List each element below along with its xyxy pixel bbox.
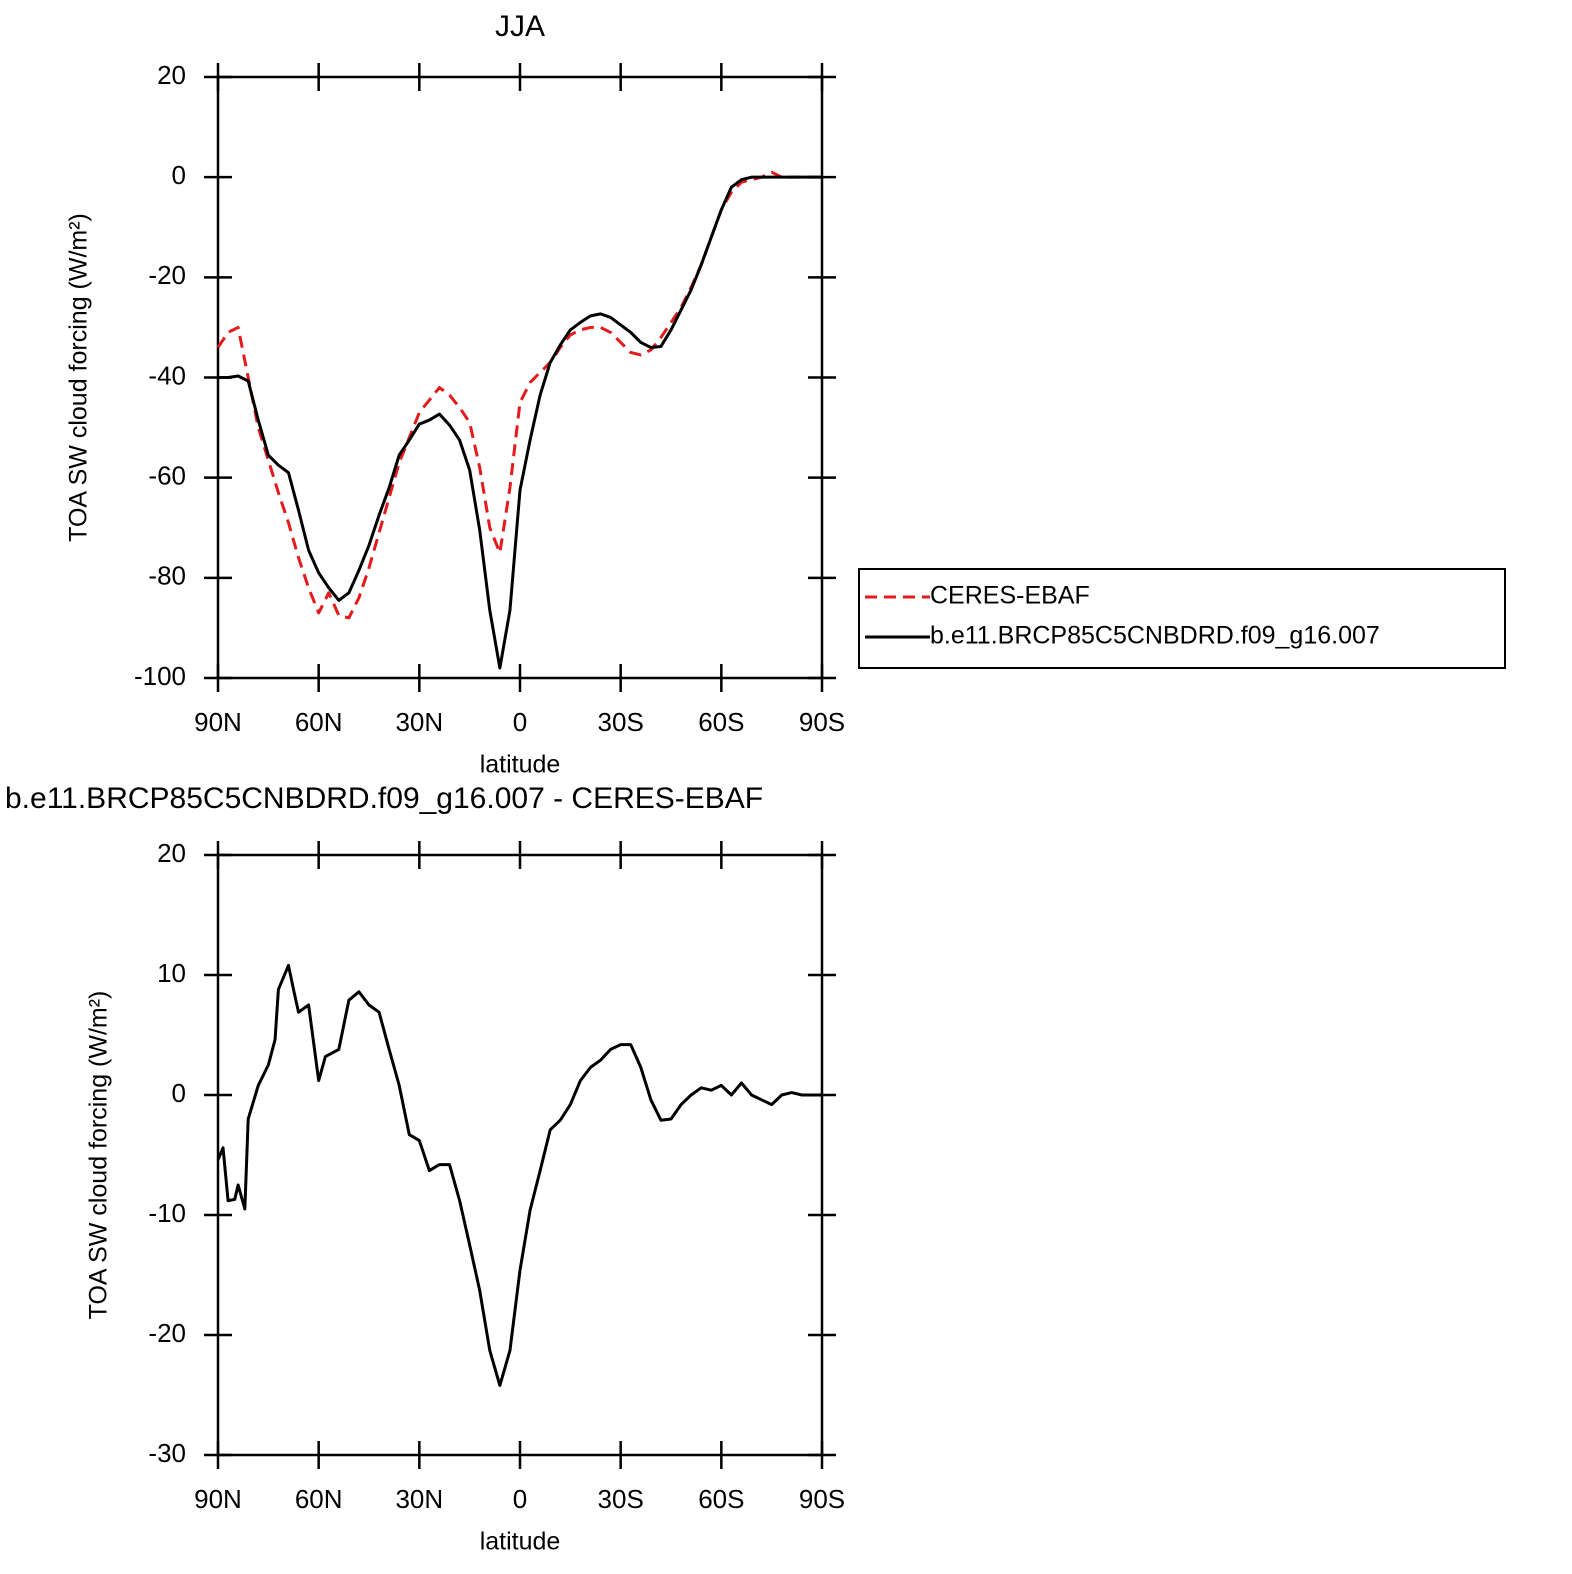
y-tick-label: -60 <box>148 461 186 491</box>
y-axis-label: TOA SW cloud forcing (W/m²) <box>65 213 93 542</box>
x-tick-label: 60N <box>295 707 343 737</box>
data-line <box>216 963 822 1387</box>
y-tick-label: 10 <box>157 958 186 988</box>
y-tick-label: -20 <box>148 260 186 290</box>
y-axis-label: TOA SW cloud forcing (W/m²) <box>85 991 113 1320</box>
x-tick-label: 60S <box>698 1484 744 1514</box>
y-tick-label: -10 <box>148 1198 186 1228</box>
x-tick-label: 90S <box>799 707 845 737</box>
x-tick-label: 0 <box>513 707 527 737</box>
y-tick-label: -20 <box>148 1318 186 1348</box>
x-tick-label: 0 <box>513 1484 527 1514</box>
plot-frame <box>216 853 824 1457</box>
x-tick-label: 90N <box>194 707 242 737</box>
legend-label: CERES-EBAF <box>930 582 1090 610</box>
x-tick-label: 30N <box>395 707 443 737</box>
x-tick-label: 30S <box>598 707 644 737</box>
y-tick-label: -100 <box>134 661 186 691</box>
x-tick-label: 30S <box>598 1484 644 1514</box>
x-tick-label: 90S <box>799 1484 845 1514</box>
y-tick-label: -80 <box>148 561 186 591</box>
y-tick-label: 0 <box>172 160 186 190</box>
x-tick-label: 90N <box>194 1484 242 1514</box>
legend-box <box>858 568 1506 669</box>
y-tick-label: -30 <box>148 1438 186 1468</box>
chart-title: b.e11.BRCP85C5CNBDRD.f09_g16.007 - CERES… <box>5 782 763 815</box>
x-tick-label: 60N <box>295 1484 343 1514</box>
x-axis-label: latitude <box>480 751 561 779</box>
plot-frame <box>216 75 824 680</box>
chart-title: JJA <box>495 10 545 43</box>
y-tick-label: 0 <box>172 1078 186 1108</box>
x-tick-label: 60S <box>698 707 744 737</box>
y-tick-label: -40 <box>148 360 186 390</box>
legend-label: b.e11.BRCP85C5CNBDRD.f09_g16.007 <box>930 622 1380 650</box>
data-line <box>218 175 822 670</box>
y-tick-label: 20 <box>157 838 186 868</box>
x-axis-label: latitude <box>480 1528 561 1556</box>
x-tick-label: 30N <box>395 1484 443 1514</box>
y-tick-label: 20 <box>157 60 186 90</box>
